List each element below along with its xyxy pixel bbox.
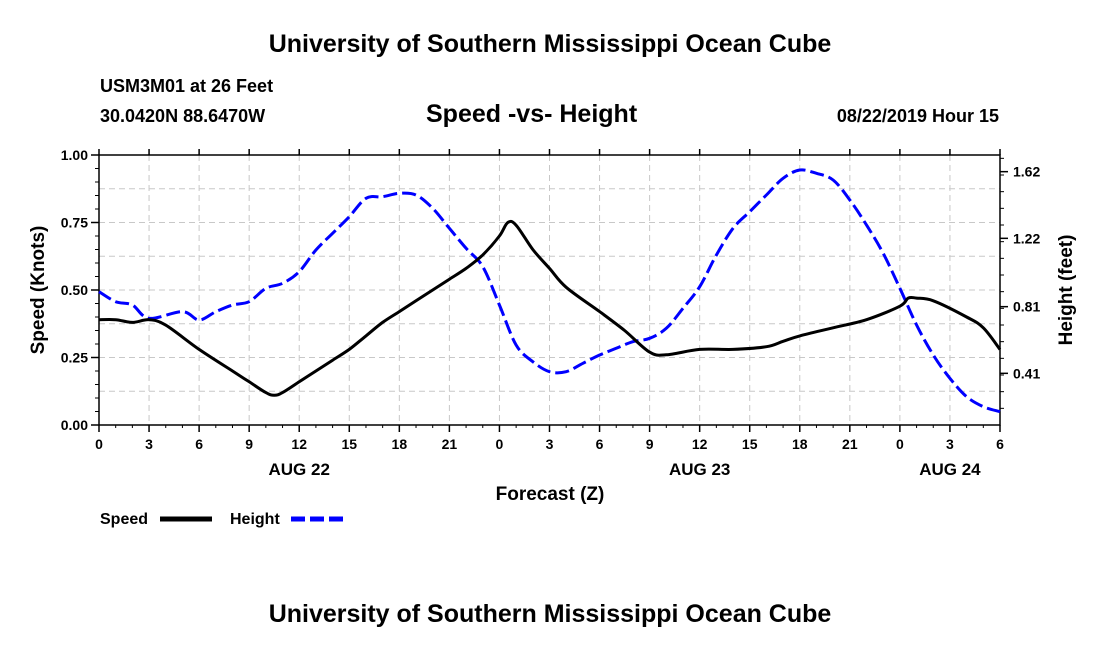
y-axis-left-title: Speed (Knots) [28, 226, 49, 355]
date-label: AUG 23 [669, 460, 730, 479]
x-tick-label: 0 [496, 436, 504, 452]
y-right-tick-label: 1.62 [1013, 164, 1040, 180]
chart-series [98, 168, 1002, 414]
series-line-speed [98, 219, 1002, 397]
x-tick-label: 12 [291, 436, 307, 452]
forecast-date-label: 08/22/2019 Hour 15 [836, 106, 999, 126]
x-tick-label: 3 [546, 436, 554, 452]
legend-label-height: Height [230, 511, 280, 528]
chart-title: Speed -vs- Height [426, 100, 638, 128]
coordinates-label: 30.0420N 88.6470W [100, 106, 266, 126]
x-tick-label: 6 [195, 436, 203, 452]
y-right-tick-label: 0.81 [1013, 299, 1040, 315]
x-tick-label: 21 [442, 436, 458, 452]
x-tick-label: 0 [95, 436, 103, 452]
date-label: AUG 24 [919, 460, 981, 479]
x-tick-label: 9 [646, 436, 654, 452]
x-tick-label: 18 [392, 436, 408, 452]
x-tick-label: 18 [792, 436, 808, 452]
y-axis-right-title: Height (feet) [1056, 235, 1077, 346]
series-line-height [98, 168, 1001, 414]
x-tick-label: 6 [596, 436, 604, 452]
x-tick-label: 0 [896, 436, 904, 452]
y-right-tick-label: 1.22 [1013, 230, 1040, 246]
page-title: University of Southern Mississippi Ocean… [268, 30, 832, 58]
x-tick-label: 15 [341, 436, 357, 452]
y-left-tick-label: 0.75 [61, 215, 88, 231]
y-right-tick-label: 0.41 [1013, 365, 1040, 381]
y-left-tick-label: 1.00 [61, 147, 88, 163]
legend-label-speed: Speed [100, 511, 148, 528]
x-tick-label: 12 [692, 436, 708, 452]
x-tick-label: 15 [742, 436, 758, 452]
chart-legend: Speed Height [100, 511, 343, 528]
footer-title: University of Southern Mississippi Ocean… [268, 600, 832, 628]
x-tick-label: 6 [996, 436, 1004, 452]
chart-grid [99, 155, 1000, 425]
x-tick-label: 21 [842, 436, 858, 452]
y-left-tick-label: 0.25 [61, 350, 88, 366]
x-axis-title: Forecast (Z) [496, 484, 605, 505]
x-tick-label: 9 [245, 436, 253, 452]
y-left-tick-label: 0.00 [61, 417, 88, 433]
chart-axes: 0 3 6 9 12 15 18 21 0 3 6 9 12 15 18 21 0 3 6 AUG 22 AUG 23 A… [61, 147, 1041, 479]
y-left-tick-label: 0.50 [61, 282, 88, 298]
x-tick-label: 3 [145, 436, 153, 452]
date-label: AUG 22 [269, 460, 330, 479]
station-label: USM3M01 at 26 Feet [100, 76, 274, 96]
x-tick-label: 3 [946, 436, 954, 452]
